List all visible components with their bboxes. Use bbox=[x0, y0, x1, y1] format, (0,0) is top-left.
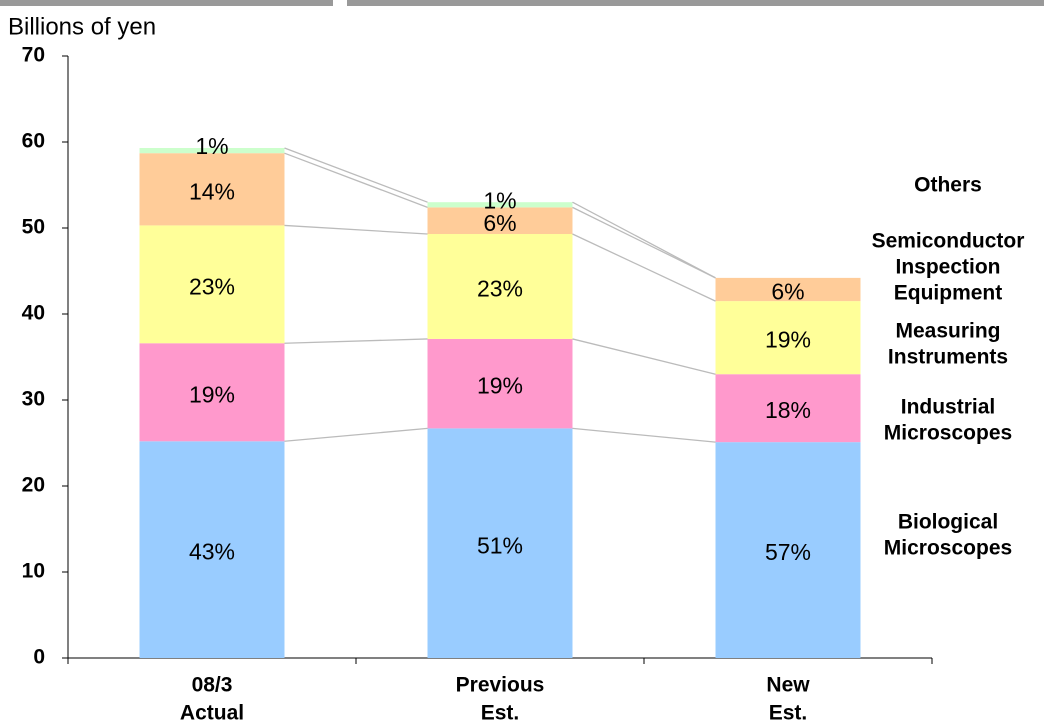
bar-segment bbox=[715, 277, 861, 302]
legend-label: Industrial bbox=[901, 396, 996, 419]
legend-label: Instruments bbox=[888, 346, 1008, 369]
percent-label: 19% bbox=[765, 327, 811, 353]
legend-label: Microscopes bbox=[884, 422, 1012, 445]
connector-line bbox=[284, 338, 428, 344]
y-tick-label: 0 bbox=[33, 646, 45, 669]
bar-segment bbox=[139, 148, 285, 154]
legend-label: Measuring bbox=[895, 320, 1000, 343]
x-tick-label: New bbox=[766, 674, 810, 697]
connector-line bbox=[572, 427, 716, 443]
x-tick-label: Previous bbox=[456, 674, 545, 697]
y-tick-label: 70 bbox=[22, 44, 45, 67]
percent-label: 19% bbox=[477, 373, 523, 399]
percent-label: 1% bbox=[195, 133, 228, 159]
bar-segment bbox=[427, 202, 573, 208]
legend-label: Microscopes bbox=[884, 537, 1012, 560]
y-tick-label: 20 bbox=[22, 474, 45, 497]
y-tick-label: 50 bbox=[22, 216, 45, 239]
connector-line bbox=[284, 224, 428, 235]
connector-line bbox=[572, 201, 716, 279]
bar-segment bbox=[427, 234, 573, 339]
legend-label: Inspection bbox=[895, 256, 1000, 279]
legend-label: Others bbox=[914, 174, 982, 197]
bar-segment bbox=[139, 225, 285, 344]
percent-label: 1% bbox=[483, 187, 516, 213]
bar-segment bbox=[427, 338, 573, 429]
percent-label: 57% bbox=[765, 539, 811, 565]
bar-segment bbox=[139, 441, 285, 658]
percent-label: 19% bbox=[189, 381, 235, 407]
connector-line bbox=[572, 338, 716, 375]
bar-segment bbox=[427, 207, 573, 235]
percent-label: 18% bbox=[765, 397, 811, 423]
percent-label: 23% bbox=[189, 273, 235, 299]
y-tick-label: 10 bbox=[22, 560, 45, 583]
bar-segment bbox=[427, 428, 573, 658]
header-band bbox=[0, 0, 333, 6]
bar-segment bbox=[715, 374, 861, 443]
bar-segment bbox=[715, 301, 861, 375]
percent-label: 51% bbox=[477, 532, 523, 558]
percent-label: 6% bbox=[483, 210, 516, 236]
x-tick-label: Actual bbox=[180, 702, 244, 725]
connector-line bbox=[572, 206, 716, 279]
connector-line bbox=[572, 233, 716, 302]
y-axis-label: Billions of yen bbox=[8, 13, 156, 40]
bar-segment bbox=[715, 442, 861, 658]
y-tick-label: 40 bbox=[22, 302, 45, 325]
y-tick-label: 60 bbox=[22, 130, 45, 153]
percent-label: 43% bbox=[189, 539, 235, 565]
bar-segment bbox=[139, 153, 285, 226]
x-tick-label: Est. bbox=[769, 702, 808, 725]
legend-label: Biological bbox=[898, 511, 998, 534]
x-tick-label: Est. bbox=[481, 702, 520, 725]
connector-line bbox=[284, 427, 428, 442]
legend-label: Equipment bbox=[894, 282, 1003, 305]
legend-label: Semiconductor bbox=[872, 230, 1025, 253]
percent-label: 23% bbox=[477, 276, 523, 302]
connector-line bbox=[284, 147, 428, 203]
connector-line bbox=[284, 152, 428, 208]
y-tick-label: 30 bbox=[22, 388, 45, 411]
x-tick-label: 08/3 bbox=[192, 674, 233, 697]
header-band bbox=[347, 0, 1044, 6]
bar-segment bbox=[139, 343, 285, 442]
percent-label: 6% bbox=[771, 279, 804, 305]
percent-label: 14% bbox=[189, 178, 235, 204]
